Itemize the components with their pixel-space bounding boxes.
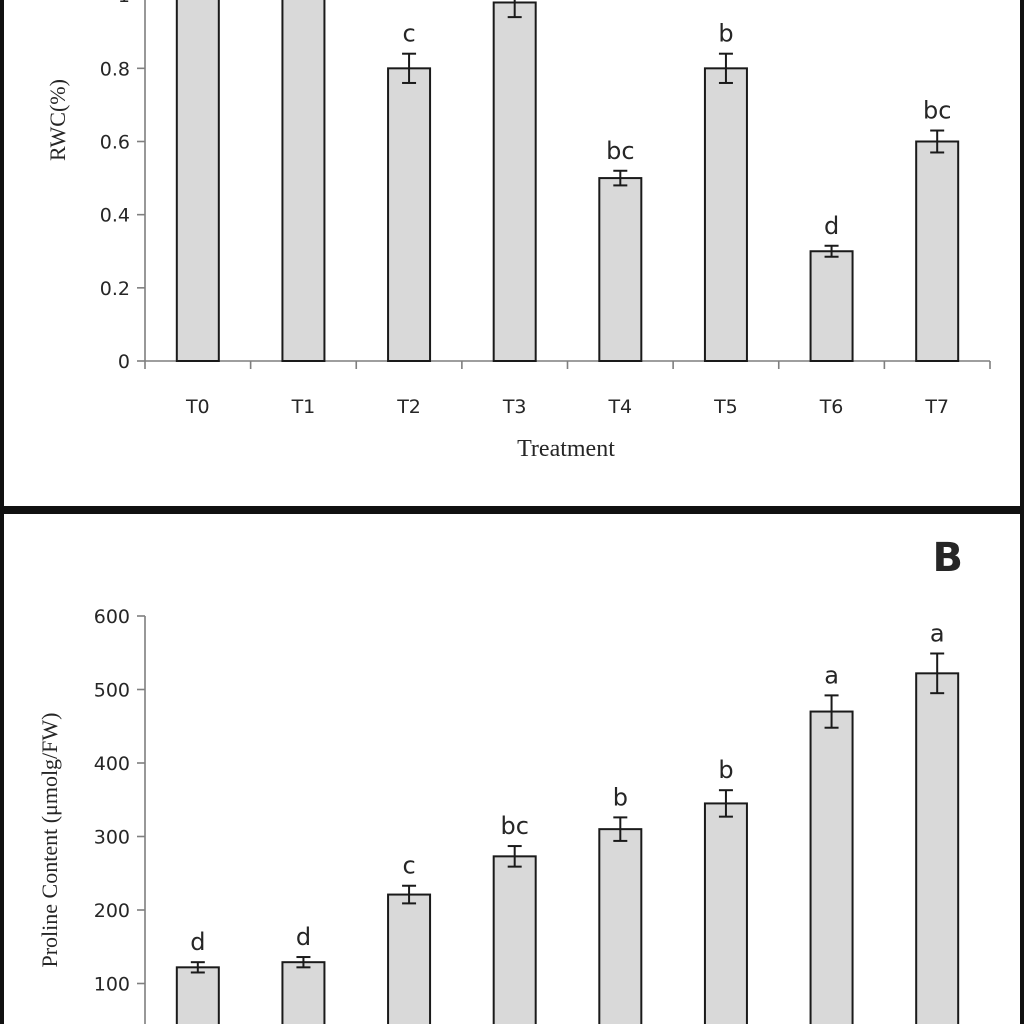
bar-t7: [915, 672, 960, 1024]
bar-t4: [598, 177, 643, 362]
x-tick-label: T0: [185, 396, 210, 418]
bar-t3: [492, 1, 537, 362]
significance-letter: bc: [500, 812, 528, 840]
bar-t3: [492, 855, 537, 1024]
panel-a-frame: [0, 0, 1024, 510]
x-tick-label: T3: [502, 396, 527, 418]
error-bar: [613, 816, 628, 842]
y-tick-label: 100: [94, 974, 130, 996]
error-bar: [402, 884, 417, 905]
bar-t6: [809, 710, 854, 1024]
bar-t4: [598, 828, 643, 1024]
y-tick-label: 0.6: [100, 132, 130, 154]
error-bar: [930, 129, 945, 154]
panel-b-frame: [0, 510, 1024, 1024]
panel-a-chart: 0 0.2 0.4 0.6 0.8 1 T0 T1 T2 T3 T4 T5 T6 T7 c bc b d bc Tr…: [0, 0, 1024, 510]
panel-b-label: B: [933, 535, 964, 581]
panel-b-chart: B 100 200 300 400 500 600 d d c bc b b a a Proline Co…: [0, 510, 1024, 1024]
error-bar: [190, 961, 205, 974]
error-bar: [930, 652, 945, 695]
error-bar: [507, 0, 522, 19]
significance-letter: a: [824, 661, 839, 689]
significance-letter: bc: [923, 97, 951, 125]
error-bar: [613, 169, 628, 187]
error-bar: [507, 845, 522, 868]
bar-t0: [175, 0, 220, 362]
x-tick-label: T4: [607, 396, 632, 418]
significance-letter: b: [613, 783, 628, 811]
bar-t7: [915, 140, 960, 362]
significance-letter: c: [402, 20, 415, 48]
bar-t6: [809, 250, 854, 362]
significance-letter: b: [718, 20, 733, 48]
bar-t1: [281, 0, 326, 362]
bar-t2: [387, 67, 432, 362]
error-bar: [718, 52, 733, 84]
error-bar: [296, 956, 311, 969]
error-bar: [824, 694, 839, 729]
x-tick-label: T2: [396, 396, 421, 418]
y-tick-label: 1: [118, 0, 130, 7]
y-tick-label: 600: [94, 606, 130, 628]
y-tick-label: 0.4: [100, 205, 130, 227]
significance-letter: c: [402, 852, 415, 880]
y-tick-label: 500: [94, 680, 130, 702]
x-axis-title: Treatment: [517, 436, 615, 462]
bar-t0: [175, 966, 220, 1024]
y-tick-label: 400: [94, 753, 130, 775]
y-tick-label: 200: [94, 900, 130, 922]
bar-t2: [387, 893, 432, 1024]
significance-letter: d: [824, 212, 839, 240]
significance-letter: d: [190, 928, 205, 956]
significance-letter: a: [930, 619, 945, 647]
x-tick-label: T1: [291, 396, 316, 418]
y-axis-title: RWC(%): [45, 79, 70, 161]
y-tick-label: 0: [118, 351, 130, 373]
significance-letter: d: [296, 923, 311, 951]
y-tick-label: 300: [94, 827, 130, 849]
x-tick-label: T6: [819, 396, 844, 418]
bar-t5: [703, 802, 748, 1024]
x-tick-label: T5: [713, 396, 738, 418]
significance-letter: bc: [606, 137, 634, 165]
significance-letter: b: [718, 756, 733, 784]
error-bar: [824, 244, 839, 258]
y-tick-label: 0.8: [100, 58, 130, 80]
bar-t5: [703, 67, 748, 362]
bar-t1: [281, 961, 326, 1024]
y-tick-label: 0.2: [100, 278, 130, 300]
error-bar: [718, 789, 733, 818]
x-tick-label: T7: [924, 396, 949, 418]
error-bar: [402, 52, 417, 84]
y-axis-title: Proline Content (μmolg/FW): [37, 713, 62, 968]
